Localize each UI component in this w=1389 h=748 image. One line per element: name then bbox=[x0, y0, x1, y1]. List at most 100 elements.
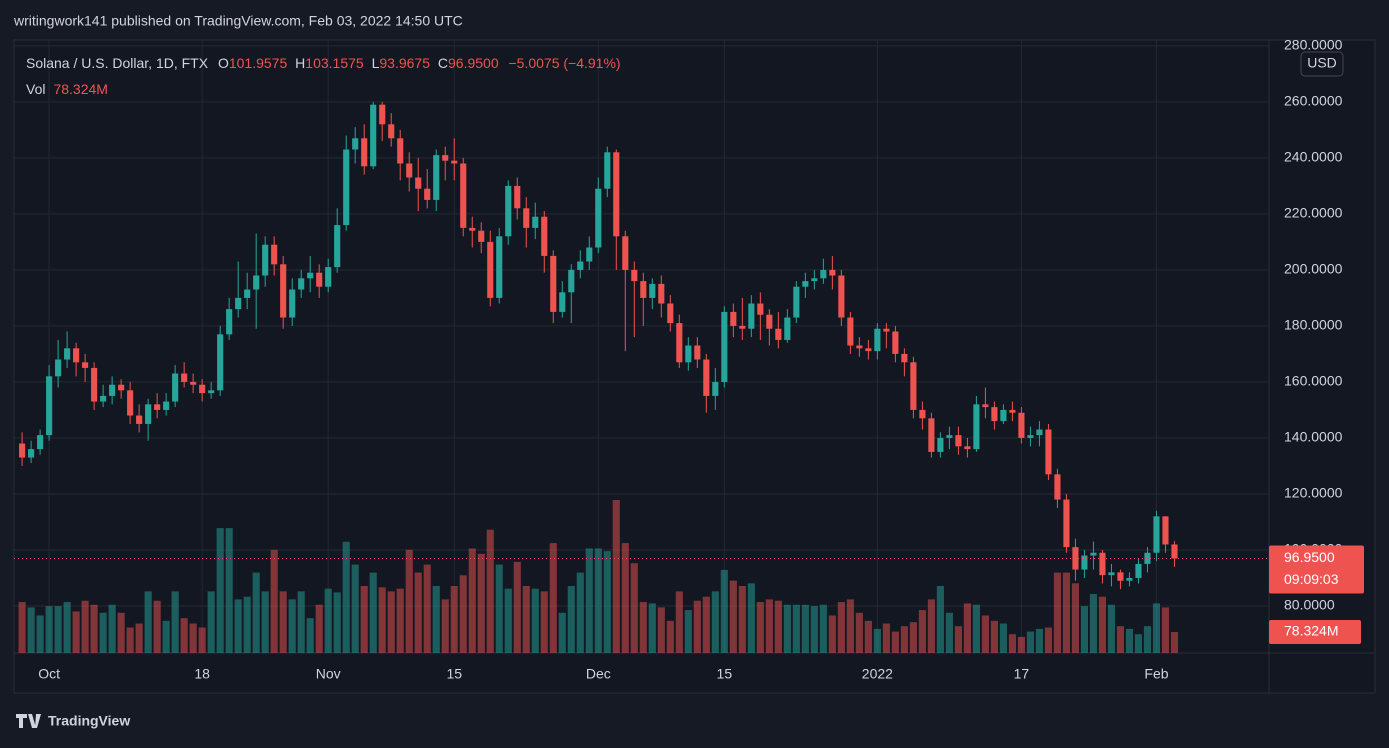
candle-body bbox=[541, 216, 548, 256]
volume-bar bbox=[558, 612, 566, 653]
volume-bar bbox=[630, 563, 638, 653]
candle-body bbox=[874, 328, 881, 352]
volume-bar bbox=[810, 606, 818, 653]
candle-body bbox=[1153, 516, 1160, 553]
candle-body bbox=[1171, 544, 1178, 559]
volume-bar bbox=[621, 543, 629, 653]
volume-bar bbox=[675, 591, 683, 653]
candle-body bbox=[280, 264, 287, 318]
candle-body bbox=[586, 247, 593, 262]
x-tick-label: 15 bbox=[446, 666, 462, 682]
y-tick-label: 160.0000 bbox=[1284, 373, 1343, 389]
candle-body bbox=[649, 283, 656, 298]
volume-bar bbox=[945, 612, 953, 653]
candle-body bbox=[127, 390, 134, 416]
volume-bar bbox=[963, 603, 971, 653]
candle-body bbox=[739, 325, 746, 329]
volume-bar bbox=[333, 592, 341, 653]
volume-bar bbox=[135, 623, 143, 653]
volume-bar bbox=[927, 599, 935, 653]
candle-body bbox=[973, 404, 980, 450]
candle-body bbox=[496, 236, 503, 298]
candle-body bbox=[865, 348, 872, 352]
volume-bar bbox=[549, 543, 557, 653]
candle-body bbox=[901, 353, 908, 363]
candle-body bbox=[775, 328, 782, 340]
volume-bar bbox=[387, 591, 395, 653]
volume-bar bbox=[936, 585, 944, 653]
volume-bar bbox=[342, 541, 350, 653]
volume-bar bbox=[747, 583, 755, 653]
volume-bar bbox=[432, 585, 440, 653]
volume-bar bbox=[18, 602, 26, 653]
candle-body bbox=[748, 303, 755, 329]
volume-bar bbox=[657, 607, 665, 653]
volume-bar bbox=[801, 604, 809, 653]
candle-body bbox=[1108, 572, 1115, 576]
ohlc-legend: Solana / U.S. Dollar, 1D, FTX O101.9575 … bbox=[26, 55, 621, 71]
x-tick-label: Feb bbox=[1144, 666, 1168, 682]
candle-body bbox=[271, 244, 278, 265]
volume-bar bbox=[846, 599, 854, 653]
volume-bar bbox=[1026, 631, 1034, 653]
volume-bar bbox=[288, 599, 296, 653]
volume-bar bbox=[1170, 632, 1179, 653]
last-price-box bbox=[1269, 545, 1364, 594]
volume-bar bbox=[108, 604, 116, 653]
candle-body bbox=[640, 281, 647, 298]
candle-body bbox=[595, 188, 602, 248]
x-tick-label: 15 bbox=[717, 666, 733, 682]
candle-body bbox=[352, 138, 359, 150]
candle-body bbox=[172, 373, 179, 402]
volume-bar bbox=[1017, 636, 1025, 653]
change: −5.0075 (−4.91%) bbox=[509, 55, 621, 71]
currency[interactable]: USD bbox=[1307, 55, 1337, 71]
candle-body bbox=[712, 381, 719, 396]
y-tick-label: 180.0000 bbox=[1284, 317, 1343, 333]
candle-body bbox=[757, 303, 764, 315]
volume-bar bbox=[990, 620, 998, 653]
candle-body bbox=[1162, 516, 1169, 545]
volume-bar bbox=[540, 591, 548, 653]
brand-logo: TradingView bbox=[16, 713, 130, 729]
candle-body bbox=[460, 163, 467, 228]
candle-body bbox=[424, 188, 431, 200]
last-volume-label: 78.324M bbox=[1284, 623, 1338, 639]
volume-bar bbox=[477, 553, 485, 653]
candle-body bbox=[226, 309, 233, 335]
candle-body bbox=[91, 367, 98, 402]
candle-body bbox=[856, 345, 863, 349]
candle-body bbox=[433, 155, 440, 200]
vol-value: 78.324M bbox=[53, 81, 107, 97]
volume-bar bbox=[819, 604, 827, 653]
volume-bar bbox=[171, 591, 179, 653]
currency-button[interactable] bbox=[1300, 51, 1344, 77]
volume-bar bbox=[765, 599, 773, 653]
volume-bar bbox=[450, 585, 458, 653]
l-value: 93.9675 bbox=[379, 55, 430, 71]
brand-name: TradingView bbox=[48, 713, 130, 729]
candle-body bbox=[667, 303, 674, 324]
volume-bar bbox=[918, 610, 926, 653]
candle-body bbox=[676, 323, 683, 363]
candle-body bbox=[28, 449, 35, 458]
volume-bar bbox=[873, 628, 881, 653]
candle-body bbox=[892, 331, 899, 354]
candle-body bbox=[730, 311, 737, 326]
volume-bar bbox=[981, 615, 989, 653]
y-tick-label: 120.0000 bbox=[1284, 485, 1343, 501]
y-tick-label: 280.0000 bbox=[1284, 37, 1343, 53]
volume-bar bbox=[270, 549, 278, 653]
volume-legend: Vol 78.324M bbox=[26, 81, 108, 97]
candle-body bbox=[73, 348, 80, 363]
candle-body bbox=[289, 289, 296, 318]
volume-bar bbox=[1143, 626, 1152, 653]
o-key: O bbox=[218, 55, 229, 71]
volume-bar bbox=[882, 623, 890, 653]
candle-body bbox=[1099, 552, 1106, 576]
volume-bar bbox=[117, 612, 125, 653]
candle-body bbox=[793, 286, 800, 318]
volume-bar bbox=[369, 572, 377, 653]
candle-body bbox=[361, 138, 368, 167]
